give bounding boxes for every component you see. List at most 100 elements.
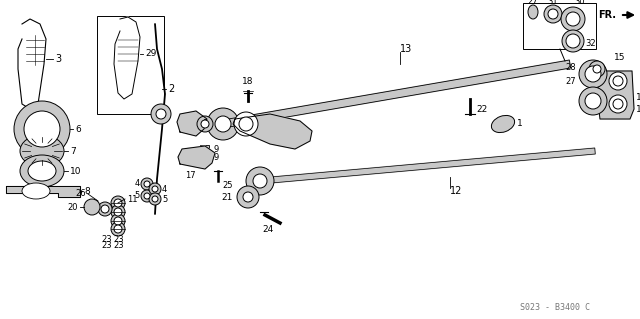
Text: 18: 18	[243, 77, 253, 85]
Ellipse shape	[24, 111, 60, 147]
Ellipse shape	[579, 60, 607, 88]
Ellipse shape	[585, 93, 601, 109]
Ellipse shape	[246, 167, 274, 195]
Ellipse shape	[243, 192, 253, 202]
Text: 24: 24	[262, 226, 274, 234]
Ellipse shape	[253, 174, 267, 188]
Ellipse shape	[589, 61, 605, 77]
Bar	[97, 16, 164, 114]
Text: 23: 23	[114, 241, 124, 250]
Ellipse shape	[239, 117, 253, 131]
Ellipse shape	[141, 190, 153, 202]
Text: 27: 27	[528, 0, 538, 5]
Ellipse shape	[111, 196, 125, 210]
Text: 27: 27	[565, 77, 576, 85]
Text: 10: 10	[70, 167, 81, 175]
Text: 17: 17	[185, 170, 195, 180]
Text: 30: 30	[575, 0, 586, 5]
Text: S023 - B3400 C: S023 - B3400 C	[520, 302, 590, 311]
Text: 28: 28	[565, 63, 576, 71]
Ellipse shape	[101, 205, 109, 213]
Polygon shape	[114, 17, 140, 99]
Text: 22: 22	[476, 105, 487, 114]
Text: 23: 23	[102, 234, 112, 243]
Ellipse shape	[111, 205, 125, 219]
Text: 6: 6	[75, 124, 81, 133]
Bar	[523, 3, 596, 49]
Ellipse shape	[111, 214, 125, 228]
Text: 26: 26	[76, 189, 86, 198]
Ellipse shape	[528, 5, 538, 19]
Polygon shape	[233, 114, 312, 149]
Polygon shape	[177, 111, 207, 136]
Ellipse shape	[593, 65, 601, 73]
Text: 20: 20	[67, 203, 78, 211]
Ellipse shape	[201, 120, 209, 128]
Ellipse shape	[149, 183, 161, 195]
Text: 15: 15	[614, 53, 626, 62]
Ellipse shape	[207, 108, 239, 140]
Text: 19: 19	[636, 105, 640, 114]
Ellipse shape	[492, 115, 515, 133]
Ellipse shape	[544, 5, 562, 23]
Ellipse shape	[566, 12, 580, 26]
Ellipse shape	[241, 119, 251, 129]
Ellipse shape	[14, 101, 70, 157]
Text: 11: 11	[127, 195, 138, 204]
Text: 9: 9	[213, 145, 218, 153]
Ellipse shape	[579, 87, 607, 115]
Ellipse shape	[152, 186, 158, 192]
Polygon shape	[597, 71, 634, 119]
Polygon shape	[222, 60, 571, 128]
Ellipse shape	[562, 30, 584, 52]
Ellipse shape	[156, 109, 166, 119]
Text: 25: 25	[222, 182, 232, 190]
Ellipse shape	[22, 183, 50, 199]
Text: 4: 4	[135, 179, 140, 188]
Text: 16: 16	[208, 115, 219, 123]
Polygon shape	[6, 186, 80, 197]
Polygon shape	[18, 19, 46, 109]
Bar	[200, 145, 209, 153]
Ellipse shape	[114, 199, 122, 207]
Polygon shape	[260, 148, 595, 184]
Text: 5: 5	[135, 191, 140, 201]
Ellipse shape	[20, 155, 64, 187]
Ellipse shape	[114, 217, 122, 225]
Ellipse shape	[144, 181, 150, 187]
Ellipse shape	[197, 116, 213, 132]
Ellipse shape	[20, 135, 64, 167]
Text: 23: 23	[114, 234, 124, 243]
Text: 23: 23	[102, 241, 112, 250]
Text: 9: 9	[213, 152, 218, 161]
Ellipse shape	[609, 72, 627, 90]
Ellipse shape	[114, 208, 122, 216]
Text: 14: 14	[636, 93, 640, 101]
Ellipse shape	[151, 104, 171, 124]
Ellipse shape	[609, 95, 627, 113]
Ellipse shape	[141, 178, 153, 190]
Text: 21: 21	[221, 192, 233, 202]
Text: 3: 3	[55, 54, 61, 64]
Text: 1: 1	[517, 120, 523, 129]
Ellipse shape	[613, 76, 623, 86]
Ellipse shape	[149, 193, 161, 205]
Ellipse shape	[28, 161, 56, 181]
Ellipse shape	[585, 66, 601, 82]
Text: 32: 32	[585, 39, 596, 48]
Bar	[200, 153, 209, 161]
Text: 8: 8	[84, 187, 90, 196]
Ellipse shape	[114, 225, 122, 233]
Text: 2: 2	[168, 84, 174, 94]
Ellipse shape	[152, 196, 158, 202]
Ellipse shape	[215, 116, 231, 132]
Ellipse shape	[566, 34, 580, 48]
Ellipse shape	[111, 222, 125, 236]
Text: 4: 4	[162, 184, 167, 194]
Text: 12: 12	[450, 186, 462, 196]
Ellipse shape	[561, 7, 585, 31]
Text: 5: 5	[162, 195, 167, 204]
Text: 7: 7	[70, 146, 76, 155]
Ellipse shape	[144, 193, 150, 199]
Ellipse shape	[98, 202, 112, 216]
